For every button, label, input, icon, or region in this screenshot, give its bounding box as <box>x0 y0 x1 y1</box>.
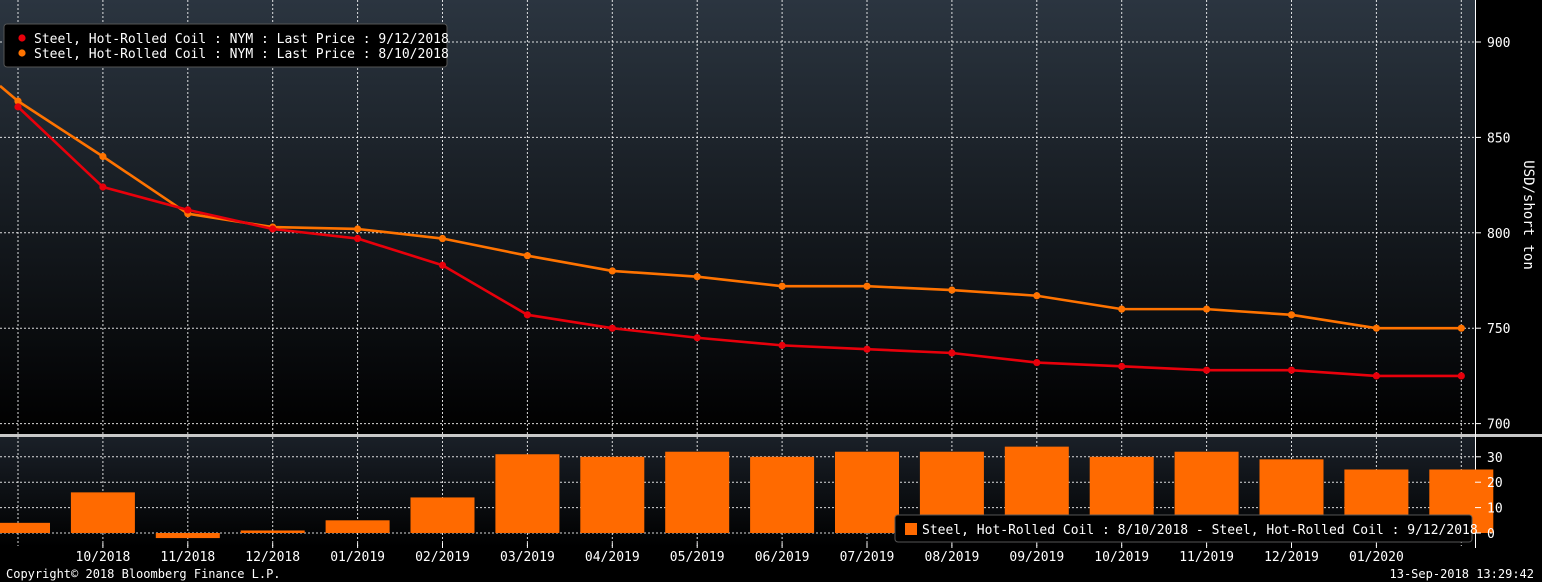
data-point <box>523 252 532 260</box>
bar <box>410 497 475 533</box>
data-point <box>14 103 22 111</box>
data-point <box>1033 292 1041 300</box>
x-tick-label: 02/2019 <box>415 550 470 565</box>
legend-marker <box>18 49 26 57</box>
data-point <box>14 97 22 105</box>
bar <box>835 451 899 533</box>
data-point <box>608 324 616 332</box>
data-point <box>948 286 956 294</box>
bar <box>495 454 560 533</box>
data-point <box>1372 324 1380 332</box>
x-tick-label: 01/2020 <box>1349 550 1404 565</box>
x-tick-label: 11/2018 <box>160 550 215 565</box>
y-tick-label: 850 <box>1487 131 1510 146</box>
x-tick-label: 12/2019 <box>1264 550 1319 565</box>
data-point <box>184 206 192 214</box>
timestamp-text: 13-Sep-2018 13:29:42 <box>1389 567 1535 581</box>
x-tick-label: 01/2019 <box>330 550 385 565</box>
y-tick-label: 750 <box>1487 322 1510 337</box>
difference-legend: Steel, Hot-Rolled Coil : 8/10/2018 - Ste… <box>894 514 1478 543</box>
data-point <box>99 183 107 191</box>
bar <box>240 530 305 533</box>
data-point <box>1118 305 1126 313</box>
y-tick-label: 20 <box>1487 476 1503 491</box>
data-point <box>1457 324 1465 332</box>
data-point <box>269 225 277 233</box>
copyright-text: Copyright© 2018 Bloomberg Finance L.P. <box>6 567 281 581</box>
data-point <box>1203 305 1211 313</box>
data-point <box>863 345 871 353</box>
bar <box>325 520 390 533</box>
data-point <box>1287 366 1296 374</box>
bar <box>0 522 50 533</box>
price-legend: Steel, Hot-Rolled Coil : NYM : Last Pric… <box>3 23 449 68</box>
data-point <box>608 267 616 275</box>
data-point <box>1033 358 1041 367</box>
data-point <box>778 282 786 290</box>
data-point <box>778 341 786 349</box>
bar <box>155 533 220 539</box>
legend-marker <box>905 523 917 535</box>
data-point <box>1457 372 1465 380</box>
x-tick-label: 03/2019 <box>500 550 555 565</box>
x-tick-label: 11/2019 <box>1179 550 1234 565</box>
legend-marker <box>18 34 26 42</box>
data-point <box>948 349 956 357</box>
x-tick-label: 07/2019 <box>840 550 895 565</box>
y-axis-ticks: 700 750 800 850 900 0 10 20 30 <box>1475 36 1510 542</box>
x-axis-ticks: 10/2018 11/2018 12/2018 01/2019 02/2019 03/20… <box>76 543 1404 565</box>
x-tick-label: 04/2019 <box>585 550 640 565</box>
x-tick-label: 08/2019 <box>925 550 980 565</box>
bar <box>750 456 815 533</box>
data-point <box>1203 366 1211 374</box>
data-point <box>863 282 871 290</box>
series-line <box>17 105 1462 378</box>
data-point <box>99 152 107 161</box>
legend-box <box>3 23 448 68</box>
x-tick-label: 05/2019 <box>670 550 725 565</box>
bar <box>70 492 135 533</box>
y-tick-label: 10 <box>1487 502 1503 517</box>
bar <box>580 456 645 533</box>
legend-label: Steel, Hot-Rolled Coil : NYM : Last Pric… <box>34 32 449 47</box>
legend-label: Steel, Hot-Rolled Coil : 8/10/2018 - Ste… <box>922 523 1478 538</box>
y-tick-label: 0 <box>1487 527 1495 542</box>
x-tick-label: 10/2019 <box>1094 550 1149 565</box>
legend-box <box>894 514 1473 543</box>
x-tick-label: 10/2018 <box>76 550 131 565</box>
legend-label: Steel, Hot-Rolled Coil : NYM : Last Pric… <box>34 47 449 62</box>
data-point <box>354 234 362 243</box>
data-point <box>523 311 532 319</box>
y-axis-label: USD/short ton <box>1520 160 1536 270</box>
data-point <box>1372 372 1380 380</box>
top-panel-background <box>0 0 1475 434</box>
x-tick-label: 12/2018 <box>245 550 300 565</box>
y-tick-label: 900 <box>1487 36 1510 51</box>
data-point <box>438 261 447 269</box>
data-point <box>693 273 701 281</box>
y-tick-label: 800 <box>1487 227 1510 242</box>
y-tick-label: 30 <box>1487 451 1503 466</box>
y-tick-label: 700 <box>1487 418 1510 433</box>
data-point <box>1118 362 1126 370</box>
x-tick-label: 06/2019 <box>755 550 810 565</box>
price-lines <box>0 84 1465 380</box>
data-point <box>693 334 701 342</box>
data-point <box>354 225 362 233</box>
data-point <box>438 234 447 243</box>
x-tick-label: 09/2019 <box>1009 550 1064 565</box>
bar <box>665 451 730 533</box>
data-point <box>1287 311 1296 319</box>
